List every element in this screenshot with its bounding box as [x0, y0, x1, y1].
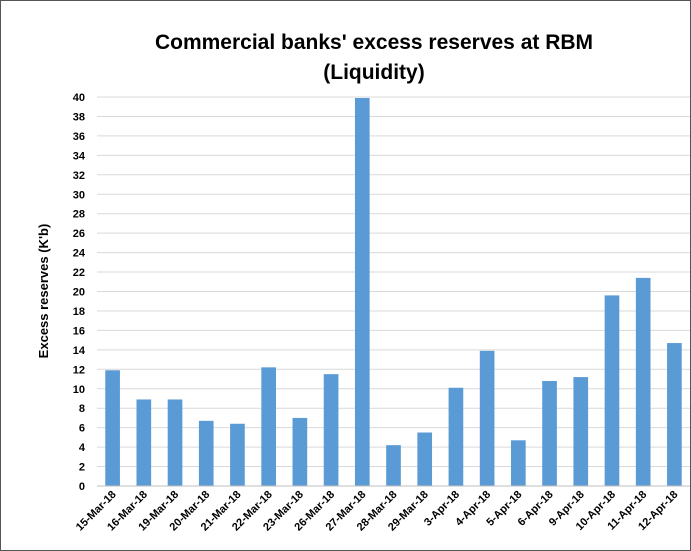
bar-11-Apr-18 [635, 277, 651, 486]
bar-12-Apr-18 [667, 343, 682, 486]
y-tick-label: 22 [73, 267, 85, 279]
y-tick-label: 24 [73, 248, 86, 260]
y-tick-label: 40 [73, 92, 85, 104]
y-tick-label: 32 [73, 170, 85, 182]
bar-20-Mar-18 [198, 420, 214, 486]
y-tick-label: 6 [79, 423, 85, 435]
y-tick-label: 16 [73, 325, 85, 337]
bar-5-Apr-18 [511, 440, 526, 486]
bar-19-Mar-18 [167, 399, 183, 486]
bar-9-Apr-18 [573, 377, 589, 486]
y-tick-label: 38 [73, 111, 85, 123]
bar-28-Mar-18 [386, 445, 401, 486]
y-tick-label: 20 [73, 287, 85, 299]
y-tick-label: 28 [73, 209, 85, 221]
bar-16-Mar-18 [136, 399, 152, 486]
y-tick-label: 36 [73, 131, 85, 143]
y-tick-label: 18 [73, 306, 85, 318]
bar-26-Mar-18 [323, 374, 339, 486]
y-tick-label: 26 [73, 228, 85, 240]
bar-21-Mar-18 [230, 423, 245, 486]
bar-29-Mar-18 [417, 432, 433, 486]
bar-27-Mar-18 [354, 97, 370, 486]
gridlines [97, 96, 690, 468]
y-tick-label: 8 [79, 403, 85, 415]
y-axis-label: Excess reserves (K'b) [36, 224, 51, 359]
y-tick-label: 0 [79, 481, 85, 493]
y-tick-label: 2 [79, 462, 85, 474]
y-tick-label: 4 [79, 442, 86, 454]
y-tick-label: 12 [73, 364, 85, 376]
chart-title-line2: (Liquidity) [323, 61, 424, 84]
bar-4-Apr-18 [479, 350, 495, 486]
x-axis-ticks: 15-Mar-1816-Mar-1819-Mar-1820-Mar-1821-M… [74, 489, 681, 534]
bars [105, 97, 682, 486]
y-tick-label: 14 [73, 345, 86, 357]
bar-3-Apr-18 [448, 387, 464, 486]
bar-6-Apr-18 [542, 380, 557, 486]
bar-15-Mar-18 [105, 370, 120, 486]
y-tick-label: 10 [73, 384, 85, 396]
y-tick-label: 34 [73, 150, 86, 162]
y-tick-label: 30 [73, 189, 85, 201]
chart-title-line1: Commercial banks' excess reserves at RBM [155, 31, 593, 54]
bar-22-Mar-18 [261, 367, 276, 486]
bar-10-Apr-18 [604, 295, 620, 486]
bar-23-Mar-18 [292, 417, 308, 486]
